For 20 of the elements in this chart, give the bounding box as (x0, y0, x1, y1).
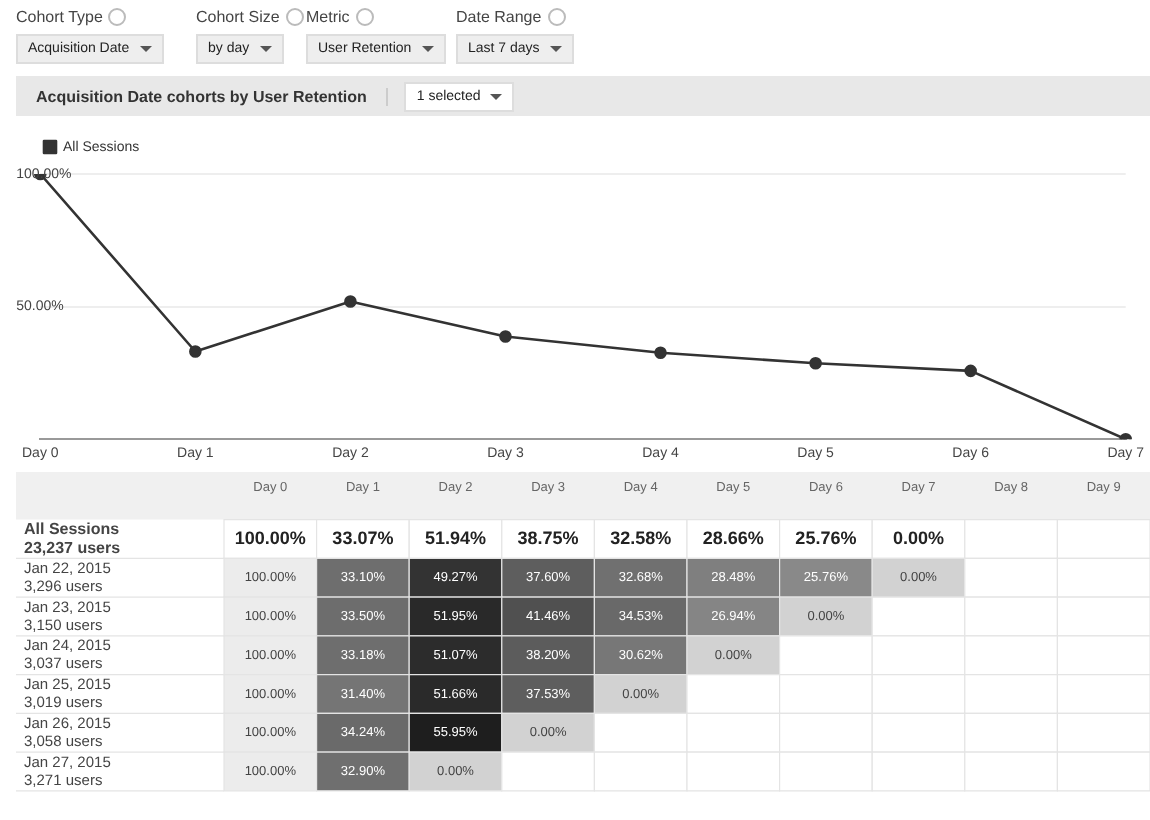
data-label: 28.66% (702, 527, 764, 548)
point (654, 346, 667, 360)
point (809, 356, 822, 370)
text: Cohort Size (196, 7, 280, 25)
data-label: 33.07% (332, 527, 394, 548)
data-label: 25.76% (795, 527, 857, 548)
text: Metric (306, 7, 350, 25)
data-label: 0.00% (892, 527, 945, 548)
point (189, 345, 202, 358)
data-label: 32.58% (610, 527, 672, 548)
data-label: 38.75% (517, 527, 579, 548)
chart-title: Acquisition Date cohorts by User Retention (16, 87, 389, 105)
data-label: 100.00% (234, 527, 306, 548)
point (344, 295, 357, 308)
point (964, 364, 977, 378)
point (499, 330, 512, 343)
text: Date Range (456, 7, 542, 25)
data-label: 51.94% (424, 527, 487, 548)
y-tick-label: All Sessions 23,237 users (24, 519, 122, 557)
text: Cohort Type (16, 7, 103, 25)
